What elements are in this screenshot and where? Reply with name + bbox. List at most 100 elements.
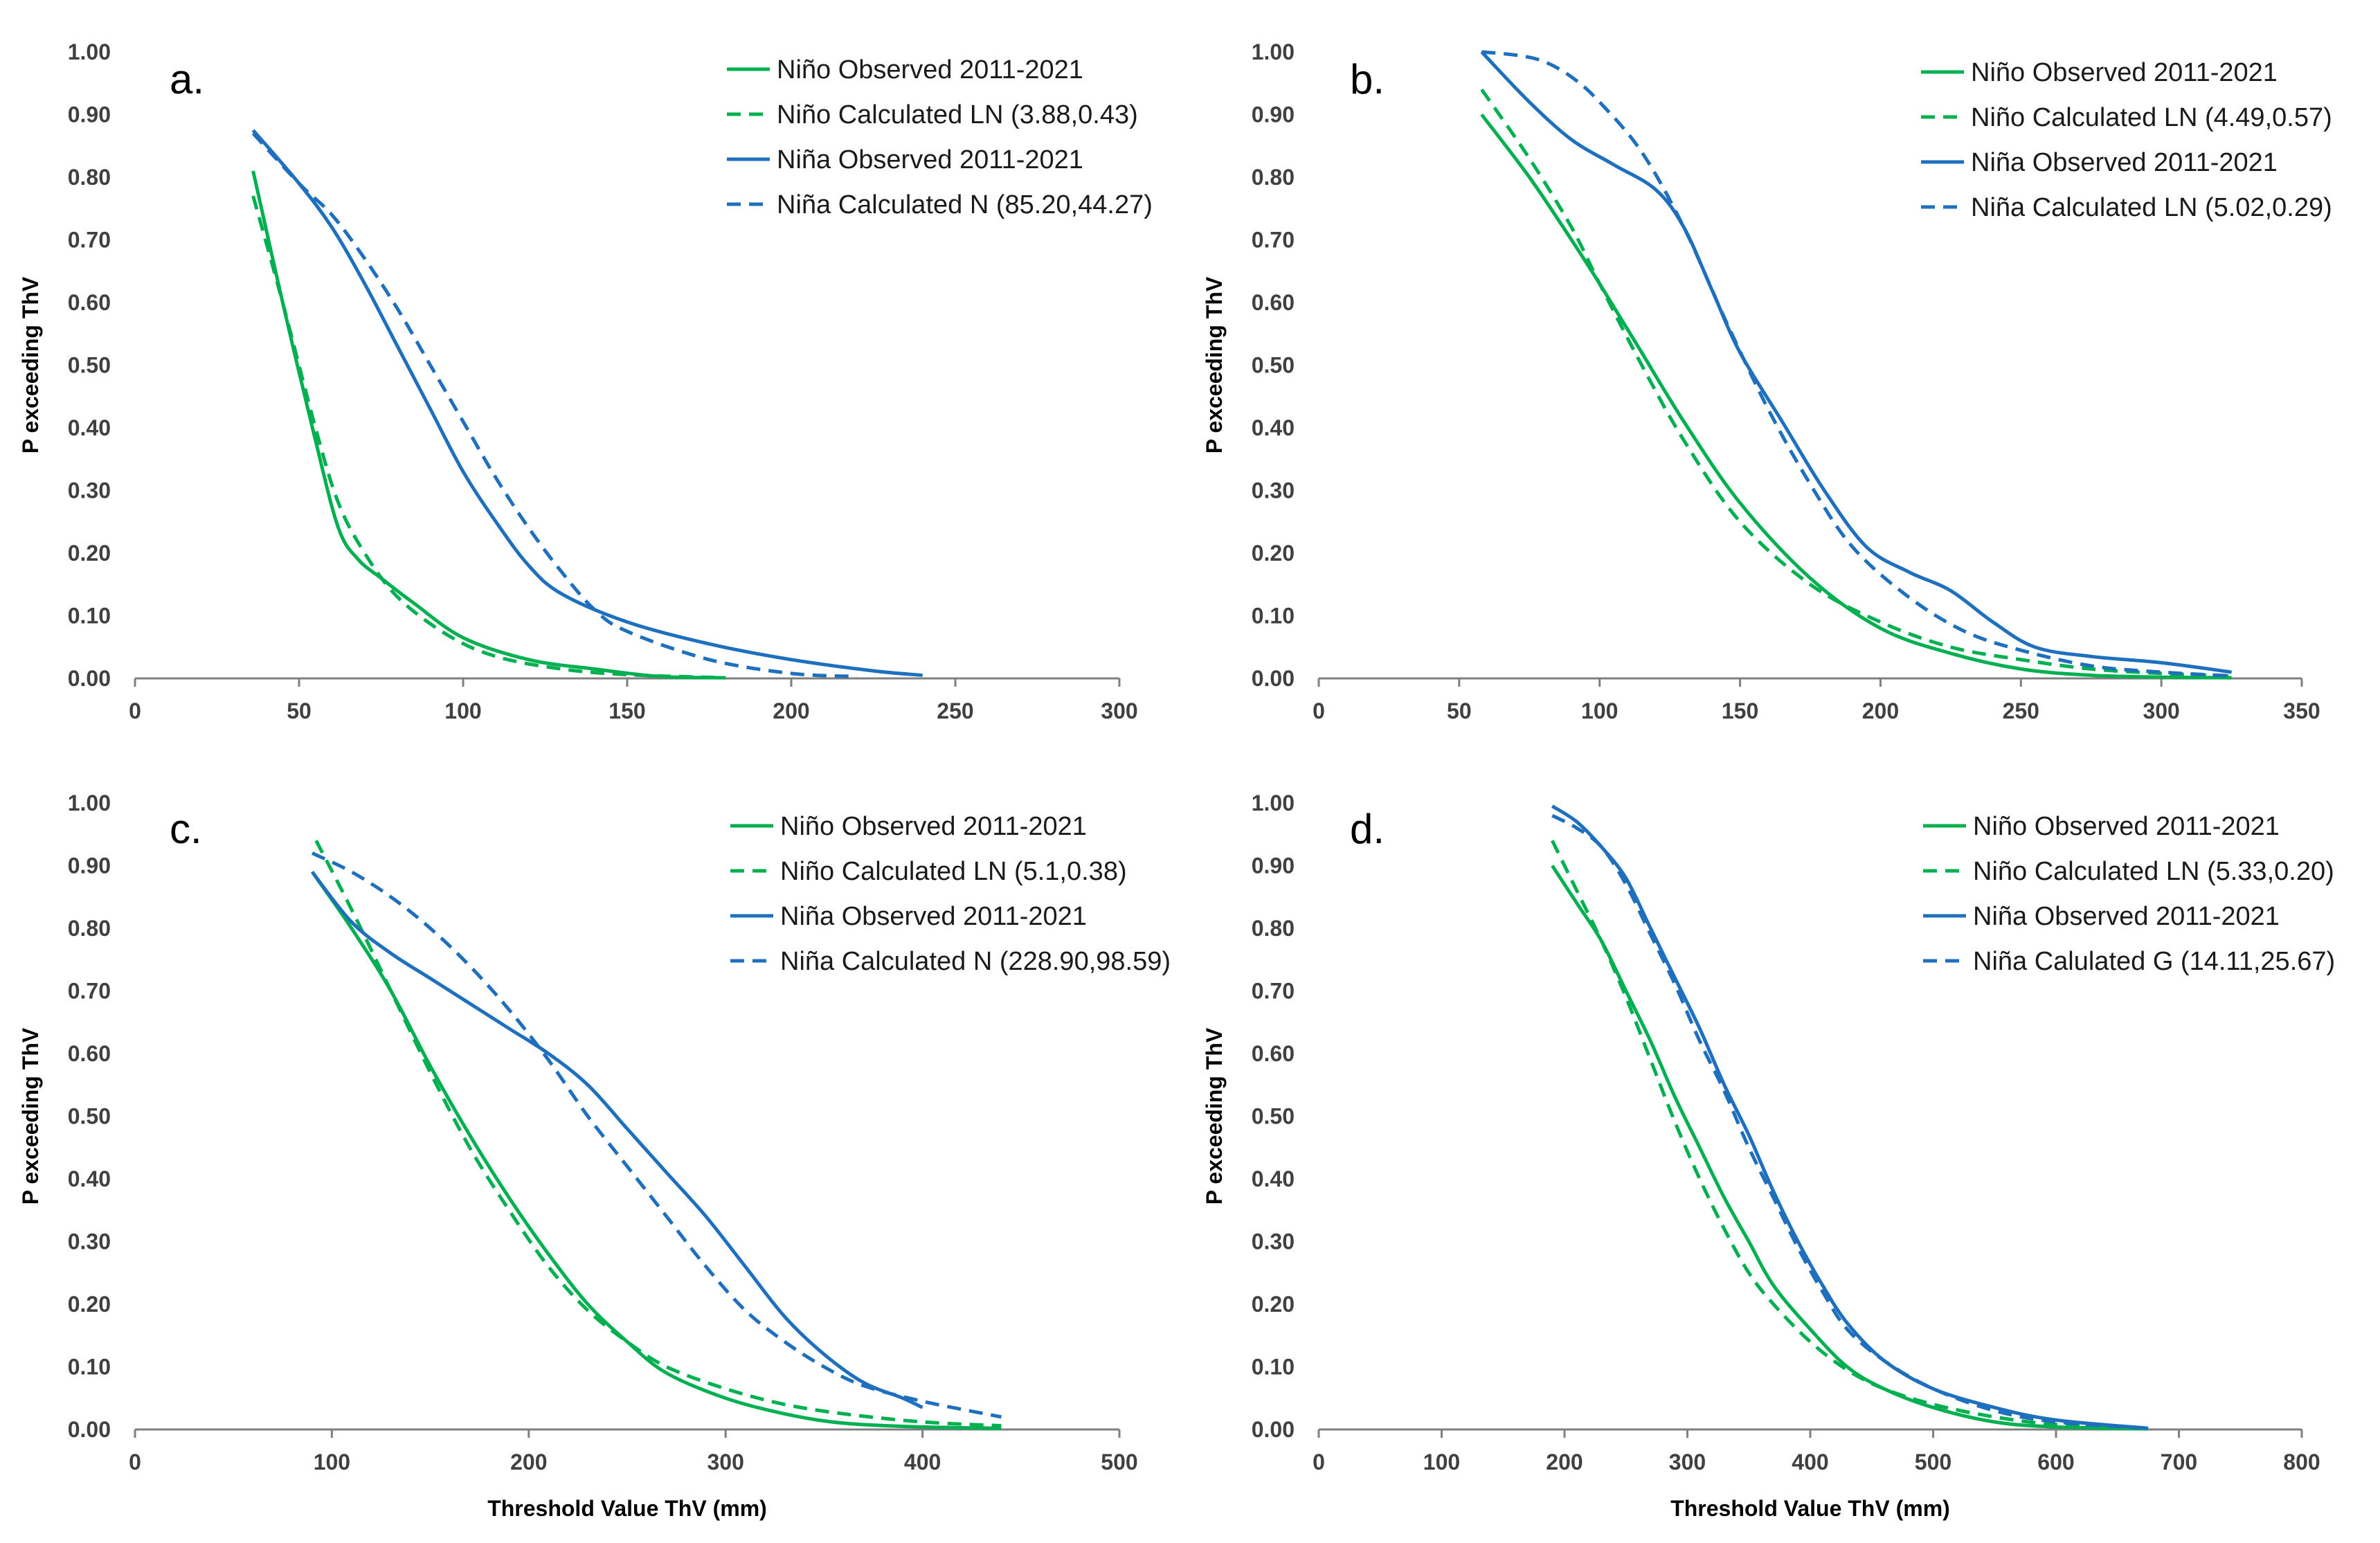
legend-label: Niña Calculated LN (5.02,0.29) (1971, 193, 2332, 222)
x-tick-label: 150 (1722, 698, 1758, 723)
y-tick-label: 0.80 (1252, 165, 1295, 190)
x-tick-label: 600 (2037, 1450, 2074, 1474)
x-tick-label: 0 (1313, 1450, 1325, 1474)
x-tick-label: 0 (129, 1450, 141, 1474)
chart-panel-a: 0 50 100 150 200 250 300 0.00 0.10 0.20 0.30 0.40 0.… (18, 39, 1153, 723)
legend-label: Niño Observed 2011-2021 (780, 812, 1087, 841)
y-tick-label: 0.60 (68, 290, 111, 315)
x-tick-label: 0 (129, 698, 141, 723)
legend-label: Niño Observed 2011-2021 (1973, 812, 2280, 841)
legend-label: Niña Observed 2011-2021 (777, 145, 1083, 174)
y-tick-label: 0.50 (1252, 353, 1295, 378)
nina-calculated-line (251, 132, 857, 678)
y-tick-label: 0.10 (68, 604, 111, 629)
x-tick-label: 200 (1862, 698, 1899, 723)
legend-label: Niño Calculated LN (5.33,0.20) (1973, 857, 2334, 886)
x-axis-title: Threshold Value ThV (mm) (487, 1496, 767, 1521)
y-tick-label: 0.30 (1252, 478, 1295, 503)
x-tick-label: 300 (707, 1450, 744, 1474)
nina-calculated-line (311, 851, 1002, 1419)
panel-label: a. (170, 56, 204, 102)
chart-panel-b: 0 50 100 150 200 250 300 350 0.00 0.10 0.20 0.30 0.4… (1202, 39, 2332, 723)
x-tick-label: 200 (773, 698, 809, 723)
y-tick-label: 1.00 (1252, 39, 1295, 64)
x-tick-label: 400 (1792, 1450, 1828, 1474)
x-tick-label: 100 (1581, 698, 1618, 723)
nina-observed-line (1480, 51, 2232, 674)
y-tick-label: 0.00 (68, 1417, 111, 1442)
x-tick-label: 0 (1313, 698, 1325, 723)
x-tick-label: 500 (1915, 1450, 1951, 1474)
y-tick-label: 0.70 (1252, 228, 1295, 253)
x-tick-label: 50 (1447, 698, 1472, 723)
x-axis-title: Threshold Value ThV (mm) (1670, 1496, 1950, 1521)
legend-label: Niña Observed 2011-2021 (1971, 148, 2278, 177)
y-tick-label: 0.40 (1252, 415, 1295, 440)
y-tick-label: 0.40 (68, 1166, 111, 1191)
y-tick-label: 0.80 (68, 916, 111, 941)
nino-observed-line (251, 170, 726, 680)
chart-panel-c: 0 100 200 300 400 500 0.00 0.10 0.20 0.30 0.40 0.50… (18, 791, 1171, 1521)
y-tick-label: 0.40 (68, 415, 111, 440)
legend-label: Niña Calculated N (228.90,98.59) (780, 947, 1171, 976)
y-tick-label: 0.40 (1252, 1166, 1295, 1191)
nina-calculated-line (1551, 813, 2149, 1430)
y-tick-label: 0.50 (68, 353, 111, 378)
x-tick-label: 400 (904, 1450, 941, 1474)
nino-calculated-line (251, 195, 726, 680)
legend-label: Niño Calculated LN (5.1,0.38) (780, 857, 1127, 886)
y-tick-label: 1.00 (68, 791, 111, 815)
y-tick-label: 0.00 (1252, 1417, 1295, 1442)
x-tick-label: 100 (444, 698, 481, 723)
x-tick-label: 100 (314, 1450, 350, 1474)
y-tick-label: 0.70 (1252, 979, 1295, 1004)
legend-label: Niña Calculated N (85.20,44.27) (777, 190, 1153, 219)
nino-calculated-line (1480, 88, 2232, 678)
x-tick-label: 200 (1546, 1450, 1583, 1474)
x-tick-label: 150 (608, 698, 645, 723)
x-tick-label: 100 (1423, 1450, 1460, 1474)
nino-calculated-line (1551, 840, 2149, 1430)
panel-label: c. (170, 806, 202, 852)
legend-label: Niño Observed 2011-2021 (777, 55, 1083, 84)
y-tick-label: 0.30 (1252, 1229, 1295, 1254)
legend-label: Niña Observed 2011-2021 (780, 902, 1087, 931)
y-tick-label: 0.60 (1252, 1041, 1295, 1066)
y-tick-label: 0.70 (68, 979, 111, 1004)
legend-label: Niño Calculated LN (3.88,0.43) (777, 100, 1138, 129)
y-axis-title: P exceeding ThV (1202, 1027, 1227, 1204)
nino-observed-line (1551, 865, 2149, 1431)
x-tick-label: 300 (1101, 698, 1137, 723)
y-tick-label: 0.20 (1252, 541, 1295, 566)
nino-observed-line (1480, 113, 2232, 680)
x-tick-label: 700 (2161, 1450, 2197, 1474)
y-tick-label: 0.90 (1252, 102, 1295, 127)
y-tick-label: 0.90 (1252, 854, 1295, 878)
y-tick-label: 0.30 (68, 1229, 111, 1254)
y-tick-label: 0.70 (68, 228, 111, 253)
y-tick-label: 0.90 (68, 102, 111, 127)
nina-observed-line (311, 870, 923, 1409)
x-tick-label: 350 (2283, 698, 2320, 723)
y-tick-label: 0.90 (68, 854, 111, 878)
legend-label: Niña Calulated G (14.11,25.67) (1973, 947, 2335, 976)
y-tick-label: 0.50 (68, 1104, 111, 1129)
nina-observed-line (251, 129, 923, 677)
y-tick-label: 0.80 (68, 165, 111, 190)
y-tick-label: 0.00 (1252, 666, 1295, 691)
x-tick-label: 800 (2283, 1450, 2320, 1474)
legend-label: Niño Observed 2011-2021 (1971, 58, 2278, 87)
x-tick-label: 300 (1669, 1450, 1706, 1474)
nino-calculated-line (314, 840, 1002, 1428)
x-tick-label: 250 (937, 698, 973, 723)
y-tick-label: 0.10 (68, 1355, 111, 1380)
x-tick-label: 200 (510, 1450, 547, 1474)
y-tick-label: 0.30 (68, 478, 111, 503)
y-tick-label: 1.00 (1252, 791, 1295, 815)
legend-label: Niño Calculated LN (4.49,0.57) (1971, 103, 2332, 132)
y-axis-title: P exceeding ThV (1202, 276, 1227, 453)
y-tick-label: 0.20 (1252, 1292, 1295, 1317)
x-tick-label: 300 (2143, 698, 2179, 723)
y-tick-label: 1.00 (68, 39, 111, 64)
